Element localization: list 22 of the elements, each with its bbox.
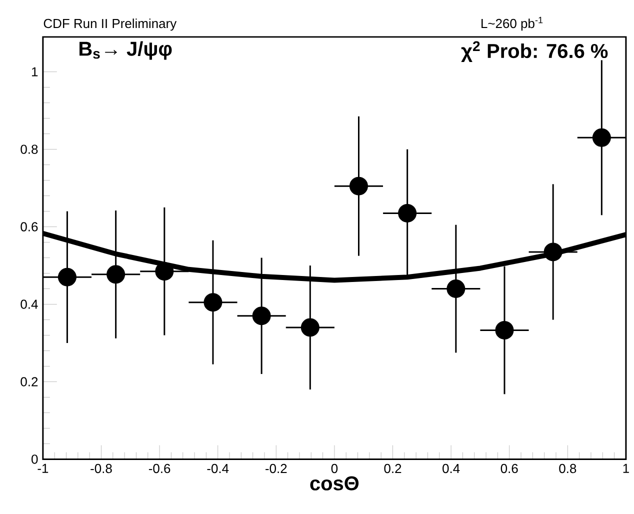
annotation: χ$^{2}$ Prob: 76.6 % <box>461 41 608 62</box>
text: L~260 pb$^{-1}$ <box>482 16 543 31</box>
text: CDF Run II Preliminary <box>44 18 177 31</box>
x-axis-title: cosΘ <box>310 476 359 490</box>
x-tick-label: -0.4 <box>207 464 229 474</box>
y-tick-label: 0.6 <box>20 222 38 232</box>
y-tick-label: 0 <box>32 454 38 464</box>
y-tick-label: 0.8 <box>20 144 38 154</box>
x-tick-label: 0.8 <box>559 464 576 474</box>
x-tick-label: 0.4 <box>442 464 460 474</box>
x-tick-label: 0.6 <box>500 464 518 474</box>
y-tick-label: 0.4 <box>20 300 38 309</box>
y-tick-label: 0.2 <box>20 377 38 386</box>
x-tick-label: -1 <box>38 464 48 473</box>
x-tick-label: 0 <box>331 464 338 474</box>
x-tick-label: 1 <box>623 464 629 473</box>
annotation: B$_{s}$→ J/ψφ <box>80 41 172 60</box>
x-tick-label: 0.2 <box>384 464 402 474</box>
y-tick-label: 1 <box>32 67 38 76</box>
x-tick-label: -0.6 <box>148 464 170 474</box>
x-tick-label: -0.2 <box>266 464 287 474</box>
x-tick-label: -0.8 <box>90 464 112 474</box>
